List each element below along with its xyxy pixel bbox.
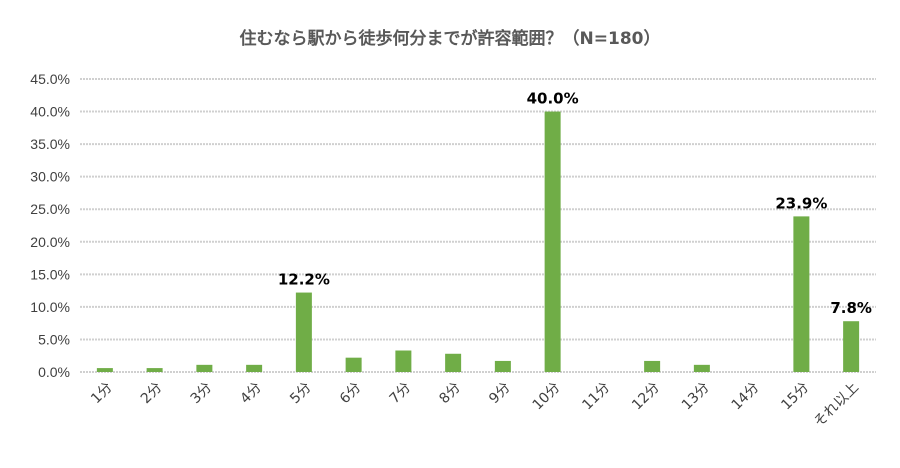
x-tick-label: 2分	[138, 380, 166, 408]
bar	[793, 216, 810, 372]
data-label: 23.9%	[775, 194, 827, 212]
x-tick-label: 7分	[387, 380, 415, 408]
x-tick-label: 11分	[579, 380, 613, 414]
bar	[843, 321, 860, 372]
y-tick-label: 10.0%	[30, 299, 70, 315]
bar	[494, 360, 511, 372]
x-tick-label: 1分	[88, 380, 116, 408]
x-tick-label: 12分	[629, 380, 663, 414]
bar	[445, 353, 462, 372]
bar	[345, 357, 362, 372]
bar	[693, 364, 710, 372]
y-tick-label: 15.0%	[30, 266, 70, 282]
data-label: 12.2%	[278, 271, 330, 289]
x-tick-label: それ以上	[811, 380, 862, 431]
data-label: 7.8%	[830, 299, 872, 317]
x-tick-label: 5分	[287, 380, 315, 408]
y-tick-label: 35.0%	[30, 136, 70, 152]
y-tick-label: 25.0%	[30, 201, 70, 217]
chart-title: 住むなら駅から徒歩何分までが許容範囲？（N=180）	[240, 28, 661, 49]
x-tick-label: 4分	[237, 380, 265, 408]
bar	[295, 292, 312, 372]
bar	[395, 350, 412, 372]
bar	[96, 368, 113, 372]
x-tick-label: 14分	[729, 380, 763, 414]
x-tick-label: 13分	[679, 380, 713, 414]
y-tick-label: 30.0%	[30, 169, 70, 185]
x-tick-label: 3分	[188, 380, 216, 408]
bar	[246, 364, 263, 372]
bar	[544, 111, 561, 373]
bar	[146, 368, 163, 372]
y-tick-label: 5.0%	[38, 331, 70, 347]
y-tick-label: 0.0%	[38, 364, 70, 380]
x-tick-label: 10分	[530, 380, 564, 414]
y-tick-label: 40.0%	[30, 104, 70, 120]
x-tick-label: 15分	[778, 380, 812, 414]
bar	[196, 364, 213, 372]
bar	[644, 360, 661, 372]
x-tick-label: 8分	[436, 380, 464, 408]
x-tick-label: 6分	[337, 380, 365, 408]
y-tick-label: 45.0%	[30, 71, 70, 87]
y-tick-label: 20.0%	[30, 234, 70, 250]
x-tick-label: 9分	[486, 380, 514, 408]
data-label: 40.0%	[527, 90, 579, 108]
